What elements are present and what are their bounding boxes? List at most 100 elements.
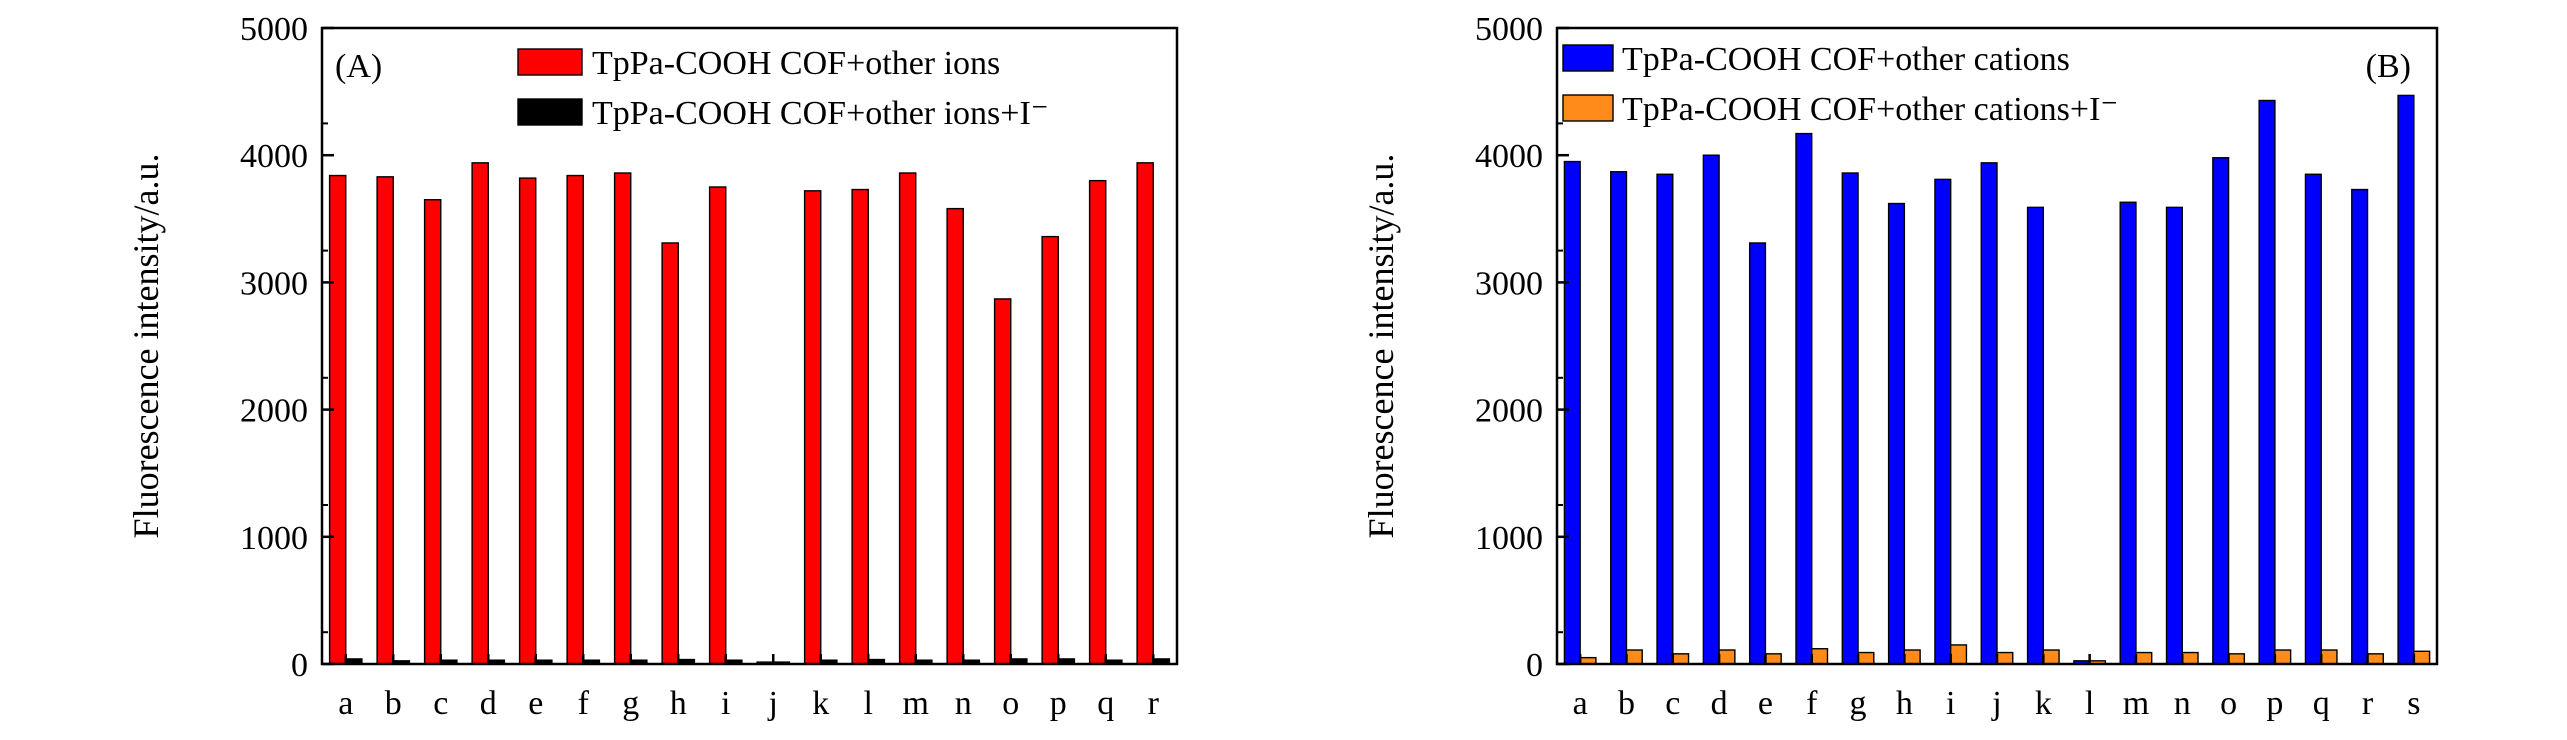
x-tick-label-g: g	[1850, 685, 1867, 722]
y-tick-label: 1000	[240, 520, 308, 557]
bar-e-series-1	[518, 177, 537, 665]
x-tick-label-f: f	[1806, 685, 1818, 722]
y-tick-label: 4000	[1475, 138, 1543, 175]
bar-c-series-2	[1672, 653, 1690, 665]
x-tick-label-j: j	[768, 685, 778, 722]
x-tick-label-n: n	[2174, 685, 2191, 722]
x-tick-label-n: n	[955, 685, 972, 722]
bar-h-series-1	[1887, 202, 1906, 665]
bar-i-series-1	[1934, 178, 1952, 665]
x-tick-label-k: k	[812, 685, 829, 722]
y-tick-label: 1000	[1475, 520, 1543, 557]
bar-i-series-1	[708, 186, 727, 665]
bar-p-series-1	[1041, 235, 1059, 665]
x-tick-label-j: j	[1991, 685, 2001, 722]
bar-g-series-2	[1857, 651, 1875, 665]
x-tick-label-o: o	[2220, 685, 2237, 722]
x-tick-label-r: r	[2362, 685, 2374, 722]
bar-a-series-1	[1563, 160, 1581, 665]
x-tick-label-o: o	[1002, 685, 1019, 722]
x-tick-label-l: l	[864, 685, 873, 722]
bar-k-series-1	[803, 190, 822, 665]
bar-s-series-2	[2413, 650, 2431, 665]
x-tick-label-c: c	[1665, 685, 1680, 722]
bar-m-series-2	[2135, 651, 2153, 665]
x-tick-label-k: k	[2035, 685, 2052, 722]
bar-i-series-2	[1949, 644, 1968, 665]
bar-h-series-2	[1903, 649, 1921, 665]
bar-l-series-1	[851, 188, 869, 665]
bar-r-series-2	[2366, 653, 2384, 665]
bar-j-series-1	[1980, 162, 1998, 665]
bar-s-series-1	[2397, 94, 2415, 665]
bar-q-series-2	[2320, 649, 2338, 665]
bar-k-series-2	[2042, 649, 2060, 665]
legend: TpPa-COOH COF+other cations TpPa-COOH COF…	[1562, 41, 2118, 128]
y-tick-label: 0	[291, 647, 308, 684]
bar-g-series-1	[1841, 172, 1859, 665]
y-tick-label: 0	[1526, 647, 1543, 684]
x-tick-label-r: r	[1148, 685, 1160, 722]
legend-swatch-series-1	[1562, 44, 1614, 72]
plot-frame	[320, 26, 1179, 666]
bar-f-series-1	[1795, 132, 1813, 665]
bar-p-series-1	[2258, 99, 2276, 665]
bar-n-series-1	[946, 207, 964, 665]
bar-c-series-1	[423, 199, 442, 665]
x-tick-label-e: e	[1758, 685, 1773, 722]
panel-label: (B)	[2366, 48, 2411, 85]
legend-label-series-1: TpPa-COOH COF+other cations	[1622, 41, 2070, 78]
panel-label: (A)	[335, 48, 382, 85]
x-tick-label-e: e	[528, 685, 543, 722]
x-tick-label-d: d	[1711, 685, 1728, 722]
bar-j-series-2	[1996, 651, 2014, 665]
y-axis-label: Fluorescence intensity/a.u.	[1361, 154, 1401, 539]
x-tick-label-b: b	[385, 685, 402, 722]
y-tick-label: 5000	[1475, 11, 1543, 48]
x-tick-label-c: c	[433, 685, 448, 722]
x-tick-label-a: a	[338, 685, 353, 722]
legend-label-series-1: TpPa-COOH COF+other ions	[592, 45, 1000, 82]
bar-d-series-2	[1718, 649, 1736, 665]
bar-c-series-1	[1656, 173, 1674, 665]
legend-swatch-series-1	[517, 48, 583, 76]
legend-label-series-2: TpPa-COOH COF+other ions+I⁻	[592, 95, 1049, 132]
bar-r-series-1	[1136, 162, 1154, 665]
legend-label-series-2: TpPa-COOH COF+other cations+I⁻	[1622, 91, 2118, 128]
bar-b-series-1	[376, 176, 394, 665]
bar-q-series-1	[1088, 179, 1107, 665]
bar-f-series-1	[566, 174, 584, 665]
x-tick-label-l: l	[2085, 685, 2094, 722]
bar-b-series-1	[1610, 171, 1628, 665]
x-tick-label-m: m	[903, 685, 929, 722]
bar-d-series-1	[471, 162, 489, 665]
x-tick-label-f: f	[578, 685, 590, 722]
x-tick-label-q: q	[2313, 685, 2330, 722]
bar-m-series-1	[898, 172, 917, 665]
y-axis-label: Fluorescence intensity/a.u.	[126, 154, 166, 539]
legend: TpPa-COOH COF+other ions TpPa-COOH COF+ot…	[517, 45, 1049, 132]
bar-f-series-2	[1811, 648, 1829, 665]
x-tick-label-p: p	[2266, 685, 2283, 722]
chart-panel-b: 0 1000 2000 3000 4000 5000 a b c d e f g h i j k l m n o p q r s…	[1361, 11, 2439, 722]
bar-b-series-2	[1625, 649, 1643, 665]
x-tick-label-q: q	[1097, 685, 1114, 722]
x-tick-label-s: s	[2407, 685, 2420, 722]
bar-k-series-1	[2026, 206, 2045, 665]
bar-e-series-2	[1764, 653, 1782, 665]
bar-o-series-1	[2212, 157, 2230, 665]
bar-d-series-1	[1702, 154, 1720, 665]
bar-h-series-1	[661, 242, 679, 665]
bar-q-series-1	[2304, 173, 2322, 665]
legend-swatch-series-2	[1562, 94, 1614, 122]
x-tick-label-a: a	[1573, 685, 1588, 722]
bar-n-series-1	[2165, 206, 2183, 665]
legend-swatch-series-2	[517, 98, 583, 126]
x-tick-label-h: h	[1896, 685, 1913, 722]
bar-o-series-1	[993, 298, 1012, 665]
x-tick-label-i: i	[721, 685, 730, 722]
y-tick-label: 4000	[240, 138, 308, 175]
y-tick-label: 5000	[240, 11, 308, 48]
bar-m-series-1	[2119, 201, 2137, 665]
